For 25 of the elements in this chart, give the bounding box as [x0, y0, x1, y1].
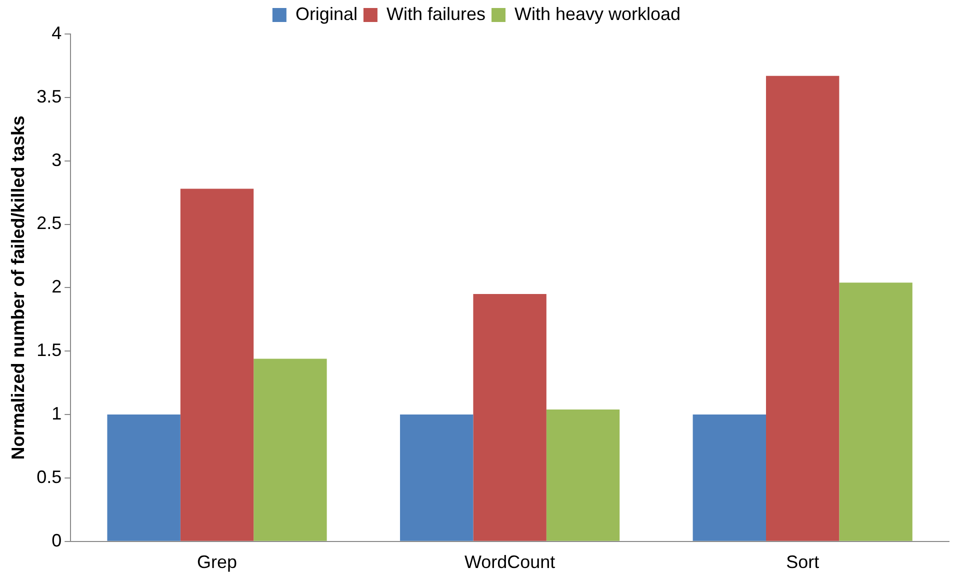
- legend-label: With failures: [386, 4, 486, 24]
- bar: [180, 188, 254, 541]
- y-tick-label: 1.5: [36, 340, 62, 360]
- bar: [107, 414, 180, 541]
- bar: [692, 414, 766, 541]
- bar: [839, 282, 912, 541]
- bar: [766, 76, 840, 541]
- bar: [400, 414, 474, 541]
- bar: [254, 358, 327, 541]
- legend-label: With heavy workload: [514, 4, 681, 24]
- legend-label: Original: [295, 4, 358, 24]
- y-tick-label: 4: [52, 22, 62, 43]
- y-tick-label: 2: [52, 276, 62, 297]
- y-tick-label: 2.5: [36, 213, 62, 234]
- x-tick-label: Grep: [197, 552, 238, 572]
- x-tick-label: Sort: [786, 552, 820, 572]
- y-tick-label: 0: [52, 530, 62, 550]
- y-tick-label: 0.5: [36, 466, 62, 487]
- bar: [473, 294, 546, 541]
- x-tick-label: WordCount: [464, 552, 556, 572]
- y-tick-label: 1: [52, 404, 62, 424]
- y-axis-title: Normalized number of failed/killed tasks: [8, 116, 28, 460]
- y-tick-label: 3.5: [36, 86, 62, 106]
- bar: [546, 409, 620, 541]
- y-tick-label: 3: [52, 150, 62, 170]
